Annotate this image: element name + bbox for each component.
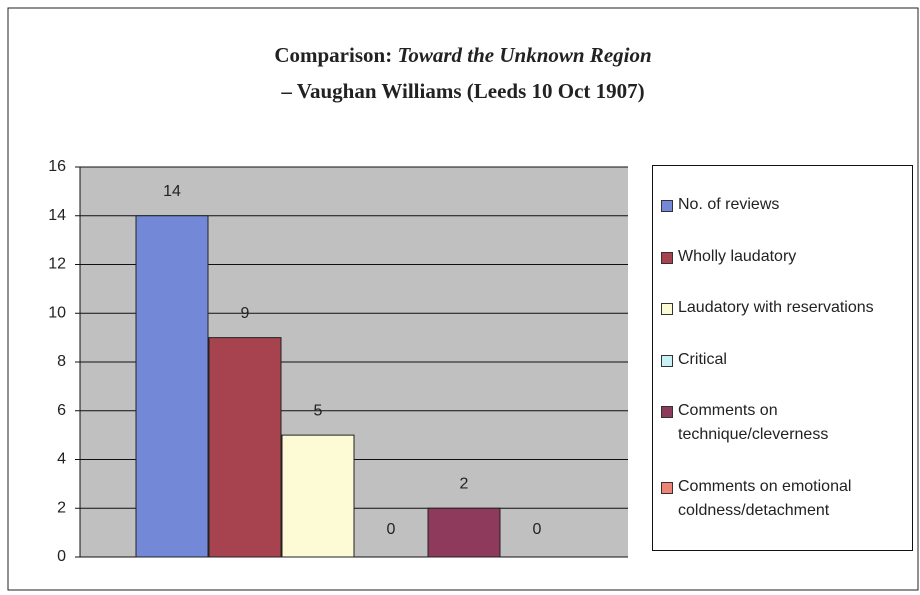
legend-label: No. of reviews	[678, 196, 780, 214]
y-tick-label: 0	[57, 548, 66, 565]
legend-label: Critical	[678, 350, 727, 368]
legend-swatch	[661, 481, 673, 494]
data-label: 14	[163, 183, 181, 200]
legend-entry: Comments on emotional coldness/detachmen…	[657, 475, 908, 523]
y-tick-label: 12	[48, 256, 66, 273]
legend: No. of reviews Wholly laudatory Laudatory …	[652, 165, 913, 551]
legend-swatch	[661, 406, 673, 419]
bar	[135, 215, 209, 558]
chart-subtitle: – Vaughan Williams (Leeds 10 Oct 1907)	[280, 79, 644, 103]
legend-label: Wholly laudatory	[678, 247, 797, 265]
data-label: 9	[241, 305, 250, 322]
data-label: 2	[460, 475, 469, 492]
data-label: 5	[314, 402, 323, 419]
data-label: 0	[387, 521, 396, 538]
legend-label: Comments on technique/cleverness	[678, 402, 829, 444]
y-tick-label: 16	[48, 158, 66, 175]
y-tick-label: 8	[57, 353, 66, 370]
y-tick-label: 4	[57, 451, 66, 468]
y-tick-label: 6	[57, 402, 66, 419]
legend-swatch	[661, 251, 673, 264]
legend-label: Comments on emotional coldness/detachmen…	[678, 477, 852, 519]
legend-entry: Wholly laudatory	[657, 245, 908, 269]
legend-entry: Laudatory with reservations	[657, 296, 908, 320]
legend-label: Laudatory with reservations	[678, 299, 874, 317]
bar	[427, 507, 501, 558]
y-tick-label: 14	[48, 207, 66, 224]
data-label: 0	[533, 521, 542, 538]
y-tick-label: 2	[57, 499, 66, 516]
legend-swatch	[661, 354, 673, 367]
chart-title: Comparison: Toward the Unknown Region	[274, 43, 651, 67]
legend-entry: Critical	[657, 348, 908, 372]
bar	[208, 337, 282, 558]
title-part: Toward the Unknown Region	[397, 43, 651, 67]
legend-entry: No. of reviews	[657, 193, 908, 217]
title-part: Comparison:	[274, 43, 392, 67]
legend-swatch	[661, 303, 673, 316]
legend-entry: Comments on technique/cleverness	[657, 399, 908, 447]
bar	[281, 434, 355, 558]
legend-swatch	[661, 200, 673, 213]
y-tick-label: 10	[48, 304, 66, 321]
